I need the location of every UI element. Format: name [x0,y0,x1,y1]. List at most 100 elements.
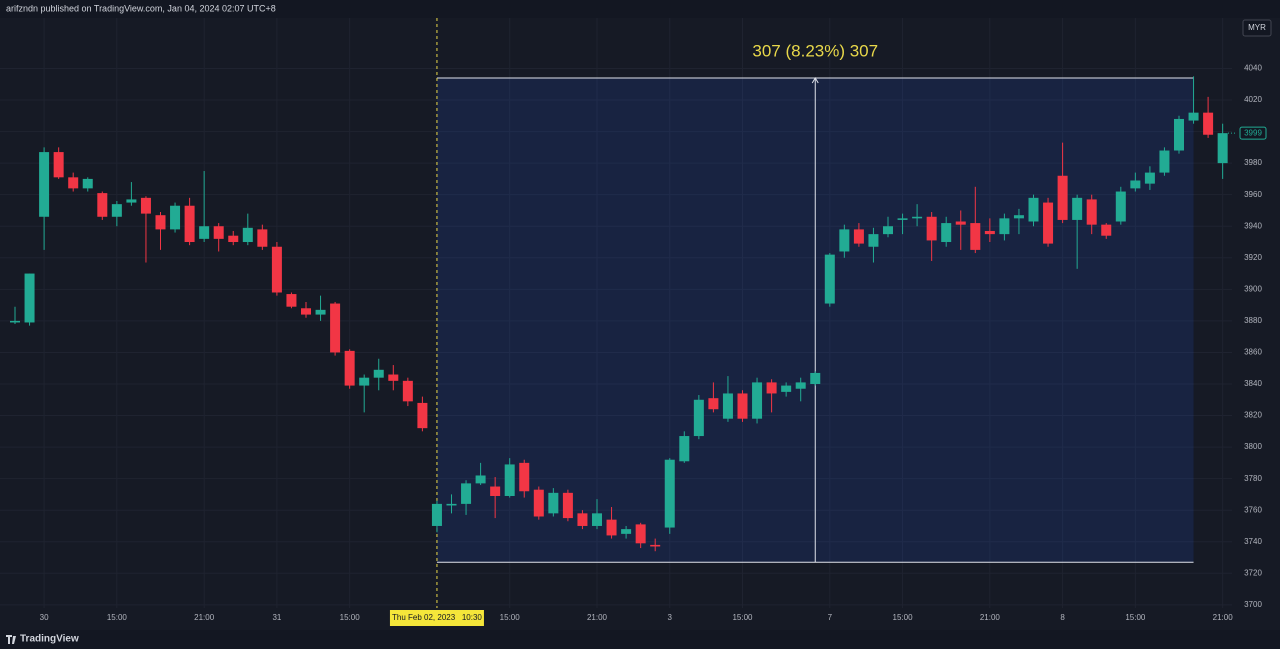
y-tick-label: 4040 [1244,64,1262,73]
candle-body [592,513,602,526]
footer-bar [0,630,1280,649]
y-tick-label: 3880 [1244,316,1262,325]
candle-body [693,399,704,437]
candle-body [868,234,879,247]
plot: 3700 3720 3740 3760 3780 3800 3820 3840 3860 3880… [0,18,1267,626]
x-tick-label: 15:00 [500,613,521,622]
candle-body [1043,202,1054,244]
candle-body [155,215,166,230]
candle-body [548,492,559,514]
y-tick-label: 3800 [1244,442,1262,451]
x-tick-label: 21:00 [587,613,608,622]
x-tick-label: 7 [828,613,833,622]
candle-body [1115,191,1126,222]
candle-body [126,199,137,203]
candle-body [359,377,370,386]
y-tick-label: 3980 [1244,158,1262,167]
candle-body [388,374,399,381]
y-tick-label: 3700 [1244,600,1262,609]
header-bar [0,0,1280,18]
x-tick-label: 15:00 [340,613,361,622]
candle-body [621,529,632,534]
y-tick-label: 3720 [1244,568,1262,577]
candle-body [912,216,923,219]
candle-body [984,230,995,235]
candle-body [577,513,588,526]
candle-body [519,462,530,492]
candle-body [766,382,777,394]
y-tick-label: 3780 [1244,474,1262,483]
x-tick-label: 21:00 [1213,613,1234,622]
candle-body [533,489,544,517]
candle-body [1188,112,1199,121]
candle-body [1174,118,1184,151]
y-tick-label: 4020 [1244,95,1262,104]
candle-body [1101,224,1112,236]
candle-body [650,544,661,547]
candle-body [752,382,763,419]
candle-body [286,294,297,307]
candle-body [737,393,748,419]
candle-body [897,218,908,220]
candle-body [941,223,952,243]
last-price-label: 3999 [1244,128,1262,137]
candle-body [417,402,428,429]
footer: TradingView [20,634,79,645]
candle-body [199,226,210,239]
x-tick-label: 3 [668,613,673,622]
y-tick-label: 3760 [1244,505,1262,514]
candle-body [10,320,20,323]
candle-body [431,503,442,526]
candle-body [213,226,224,239]
crosshair-label: Thu Feb 02, 2023 10:30 [392,613,482,622]
candle-body [330,303,341,353]
candle-body [1203,112,1214,135]
candle-body [446,503,457,506]
candle-body [228,235,239,243]
candle-body [1013,215,1024,219]
x-tick-label: 15:00 [1125,613,1146,622]
y-tick-label: 3920 [1244,253,1262,262]
candle-body [795,382,806,389]
x-tick-label: 31 [272,613,281,622]
candle-body [1159,150,1170,173]
measure-label: 307 (8.23%) 307 [752,41,878,60]
candle-body [722,393,733,419]
currency: MYR [1248,23,1266,32]
candle-body [315,309,326,315]
x-tick-label: 30 [40,613,49,622]
candle-body [1144,172,1155,184]
candle-body [1072,197,1083,220]
candle-body [1130,180,1141,189]
candle-body [373,369,384,378]
y-tick-label: 3900 [1244,284,1262,293]
candle-body [53,152,64,178]
candle-body [1086,199,1097,225]
x-tick-label: 8 [1060,613,1065,622]
candle-body [810,372,821,384]
candle-body [970,223,981,250]
candle-body [562,492,573,519]
x-tick-label: 21:00 [194,613,215,622]
candle-body [606,519,617,536]
candle-body [781,385,792,392]
header: arifzndn published on TradingView.com, J… [6,3,276,13]
candle-body [664,459,675,528]
candle-body [242,227,253,243]
candle-body [883,226,893,235]
candle-body [461,483,472,504]
x-tick-label: 15:00 [107,613,128,622]
candle-body [1217,133,1228,164]
candle-body [708,398,719,410]
candle-body [824,254,835,304]
candle-body [490,486,501,496]
candle-body [402,380,413,402]
candle-body [271,246,282,293]
last-price-box [1239,126,1267,140]
candle-body [839,229,850,252]
y-tick-label: 3960 [1244,190,1262,199]
logo [6,635,16,644]
candle-body [475,475,486,484]
